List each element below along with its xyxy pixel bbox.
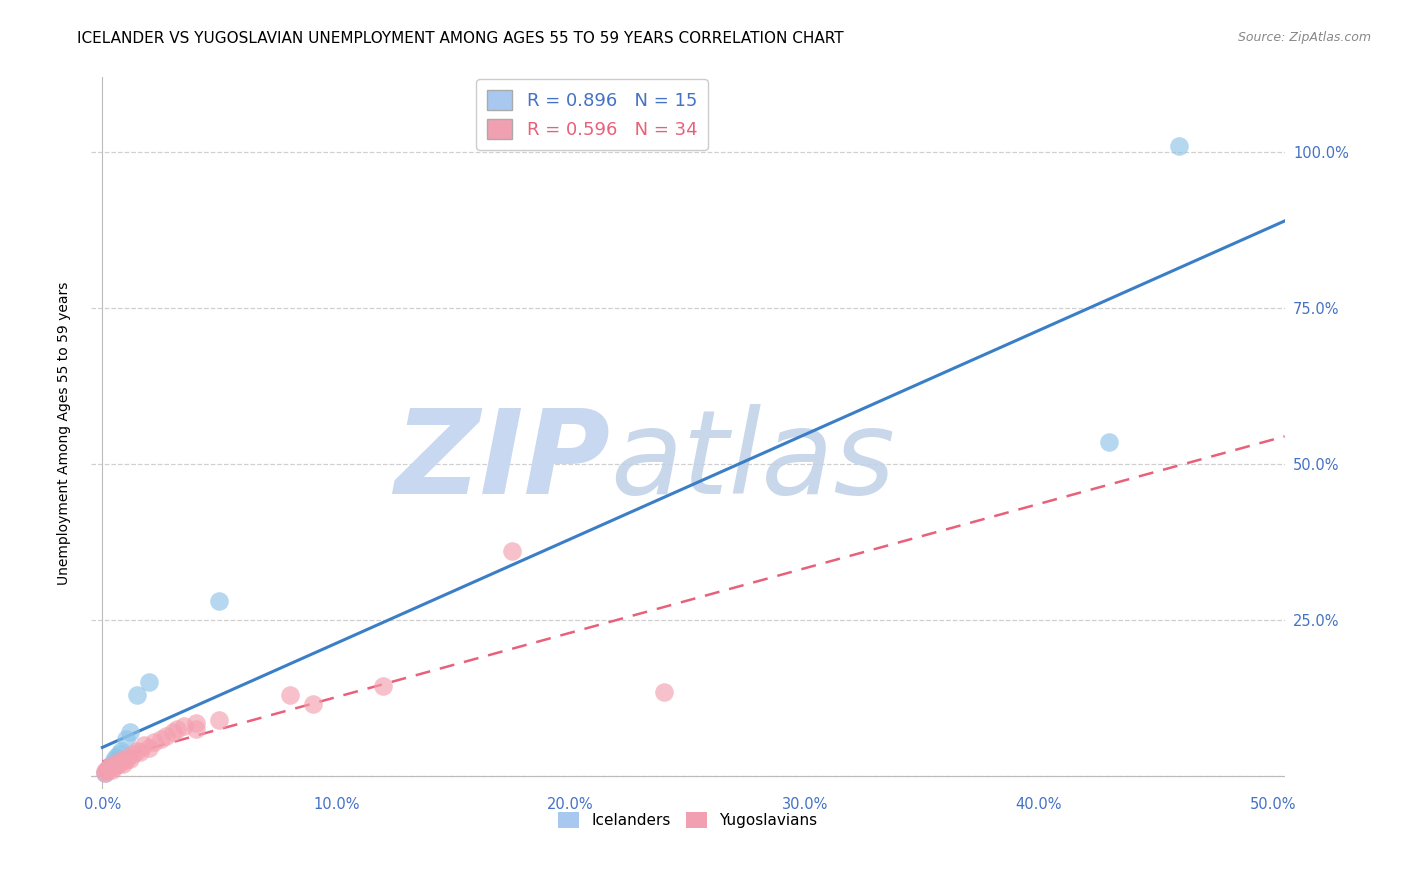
Point <box>93 764 115 778</box>
Point <box>96 763 118 777</box>
Point <box>110 754 132 768</box>
Point <box>120 751 142 765</box>
Point <box>114 754 136 768</box>
Point <box>1168 139 1191 153</box>
Point <box>127 744 149 758</box>
Point <box>302 698 325 712</box>
Point <box>120 725 142 739</box>
Point <box>105 750 128 764</box>
Point <box>138 741 160 756</box>
Point <box>652 685 675 699</box>
Point <box>98 762 121 776</box>
Point <box>373 679 395 693</box>
Point <box>98 760 121 774</box>
Text: atlas: atlas <box>610 404 896 518</box>
Point <box>127 688 149 702</box>
Point <box>114 731 136 746</box>
Point <box>501 544 523 558</box>
Point <box>93 766 115 780</box>
Point <box>100 763 122 777</box>
Point <box>93 766 115 780</box>
Point <box>1098 435 1121 450</box>
Point <box>121 747 143 762</box>
Point <box>142 735 165 749</box>
Point <box>208 594 231 608</box>
Point <box>278 688 301 702</box>
Point <box>103 756 125 771</box>
Point <box>100 756 122 771</box>
Point <box>173 719 195 733</box>
Point <box>112 756 135 771</box>
Point <box>98 760 121 774</box>
Point <box>184 716 207 731</box>
Legend: Icelanders, Yugoslavians: Icelanders, Yugoslavians <box>551 806 824 834</box>
Text: ICELANDER VS YUGOSLAVIAN UNEMPLOYMENT AMONG AGES 55 TO 59 YEARS CORRELATION CHAR: ICELANDER VS YUGOSLAVIAN UNEMPLOYMENT AM… <box>77 31 844 46</box>
Point <box>149 731 172 746</box>
Point <box>155 729 177 743</box>
Point <box>117 750 139 764</box>
Point <box>134 738 156 752</box>
Point <box>138 675 160 690</box>
Point <box>107 756 129 771</box>
Point <box>110 744 132 758</box>
Point <box>103 754 125 768</box>
Text: Source: ZipAtlas.com: Source: ZipAtlas.com <box>1237 31 1371 45</box>
Point <box>103 760 125 774</box>
Point <box>128 745 150 759</box>
Point <box>107 747 129 762</box>
Point <box>96 763 118 777</box>
Point <box>184 723 207 737</box>
Text: ZIP: ZIP <box>394 404 610 519</box>
Point <box>105 757 128 772</box>
Point <box>166 723 188 737</box>
Point <box>208 713 231 727</box>
Y-axis label: Unemployment Among Ages 55 to 59 years: Unemployment Among Ages 55 to 59 years <box>58 281 72 584</box>
Point <box>162 725 184 739</box>
